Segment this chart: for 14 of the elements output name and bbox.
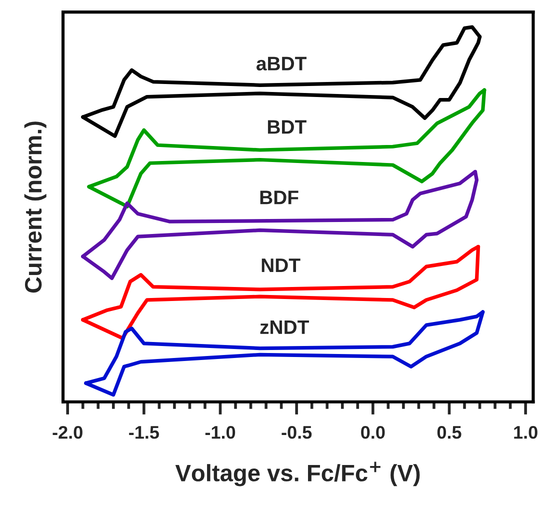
series-label: zNDT bbox=[260, 320, 310, 334]
x-tick-label: -1.0 bbox=[205, 426, 236, 439]
x-tick-label: -0.5 bbox=[282, 426, 312, 439]
x-tick-label: 1.0 bbox=[514, 426, 538, 439]
x-tick-label: 0.5 bbox=[437, 426, 462, 439]
x-tick-label: 0.0 bbox=[361, 426, 385, 439]
x-axis-title: Voltage vs. Fc/Fc$^{+}$ (V) bbox=[175, 462, 420, 486]
y-axis-title: Current (norm.) bbox=[24, 122, 46, 293]
x-tick-label: -1.5 bbox=[129, 426, 159, 439]
x-tick-label: -2.0 bbox=[52, 426, 82, 439]
series-label: BDF bbox=[260, 190, 298, 204]
series-label: BDT bbox=[268, 120, 306, 134]
series-label: aBDT bbox=[256, 56, 306, 71]
series-label: NDT bbox=[262, 258, 300, 272]
